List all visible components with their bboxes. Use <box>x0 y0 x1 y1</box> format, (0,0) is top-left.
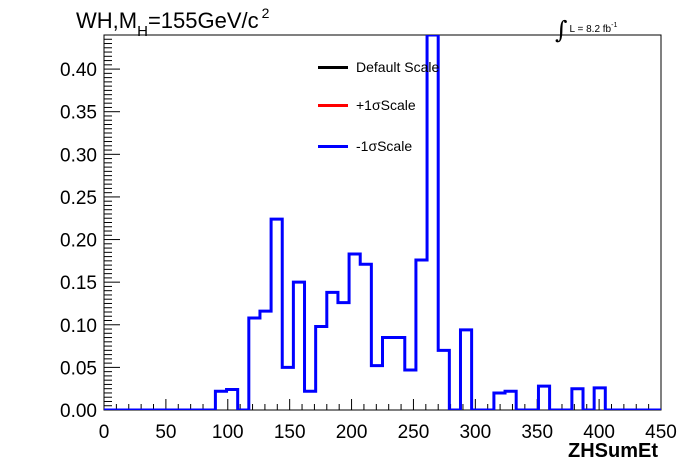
y-tick-label: 0.35 <box>60 103 97 124</box>
x-tick-label: 350 <box>521 422 553 443</box>
y-tick-label: 0.25 <box>60 188 97 209</box>
y-tick-label: 0.20 <box>60 231 97 252</box>
x-axis-title: ZHSumEt <box>568 440 658 462</box>
title-prefix: WH,M <box>76 8 138 33</box>
x-tick-label: 250 <box>398 422 430 443</box>
y-tick-label: 0.30 <box>60 145 97 166</box>
y-axis: 0.00 0.05 0.10 0.15 0.20 0.25 0.30 0.35 0.40 <box>60 34 120 422</box>
title-superscript: 2 <box>261 5 270 21</box>
legend-entry-minus: -1σScale <box>318 136 412 156</box>
x-tick-label: 150 <box>274 422 306 443</box>
x-tick-label: 450 <box>645 422 677 443</box>
y-tick-label: 0.00 <box>60 401 97 422</box>
legend-label-minus: -1σScale <box>356 138 413 154</box>
series-line-minus1sigma <box>104 35 661 410</box>
title-middle: =155GeV/c <box>147 8 259 33</box>
y-tick-label: 0.15 <box>60 273 97 294</box>
y-tick-label: 0.10 <box>60 316 97 337</box>
y-tick-label: 0.05 <box>60 358 97 379</box>
luminosity-superscript: -1 <box>611 22 618 29</box>
luminosity-label: ∫ L = 8.2 fb-1 <box>555 10 618 44</box>
x-axis: 0 50 100 150 200 250 300 350 400 450 <box>99 399 677 443</box>
legend-line-plus <box>318 103 348 107</box>
legend-entry-plus: +1σScale <box>318 95 416 115</box>
x-tick-label: 400 <box>583 422 615 443</box>
x-tick-label: 100 <box>212 422 244 443</box>
x-tick-label: 300 <box>459 422 491 443</box>
x-tick-label: 200 <box>336 422 368 443</box>
legend-label-plus: +1σScale <box>356 97 416 113</box>
title-subscript: H <box>137 23 148 40</box>
luminosity-text: L = 8.2 fb <box>569 24 612 35</box>
legend-label-default: Default Scale <box>356 59 440 75</box>
plot-title: WH,MH=155GeV/c 2 <box>76 5 269 40</box>
legend-line-minus <box>318 144 348 148</box>
series-group <box>104 35 661 410</box>
legend-entry-default: Default Scale <box>318 57 439 77</box>
y-tick-label: 0.40 <box>60 60 97 81</box>
x-tick-label: 0 <box>99 422 110 443</box>
integral-icon: ∫ <box>555 16 568 44</box>
legend-line-default <box>318 65 348 69</box>
x-tick-label: 50 <box>155 422 176 443</box>
